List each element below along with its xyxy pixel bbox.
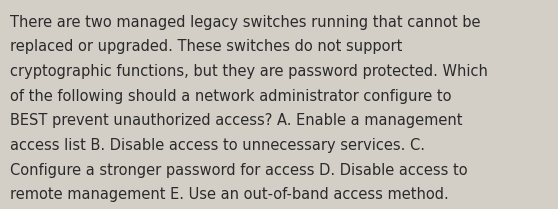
Text: cryptographic functions, but they are password protected. Which: cryptographic functions, but they are pa… (10, 64, 488, 79)
Text: There are two managed legacy switches running that cannot be: There are two managed legacy switches ru… (10, 15, 480, 30)
Text: BEST prevent unauthorized access? A. Enable a management: BEST prevent unauthorized access? A. Ena… (10, 113, 463, 128)
Text: access list B. Disable access to unnecessary services. C.: access list B. Disable access to unneces… (10, 138, 425, 153)
Text: remote management E. Use an out-of-band access method.: remote management E. Use an out-of-band … (10, 187, 449, 202)
Text: of the following should a network administrator configure to: of the following should a network admini… (10, 89, 451, 104)
Text: replaced or upgraded. These switches do not support: replaced or upgraded. These switches do … (10, 39, 402, 54)
Text: Configure a stronger password for access D. Disable access to: Configure a stronger password for access… (10, 163, 468, 178)
